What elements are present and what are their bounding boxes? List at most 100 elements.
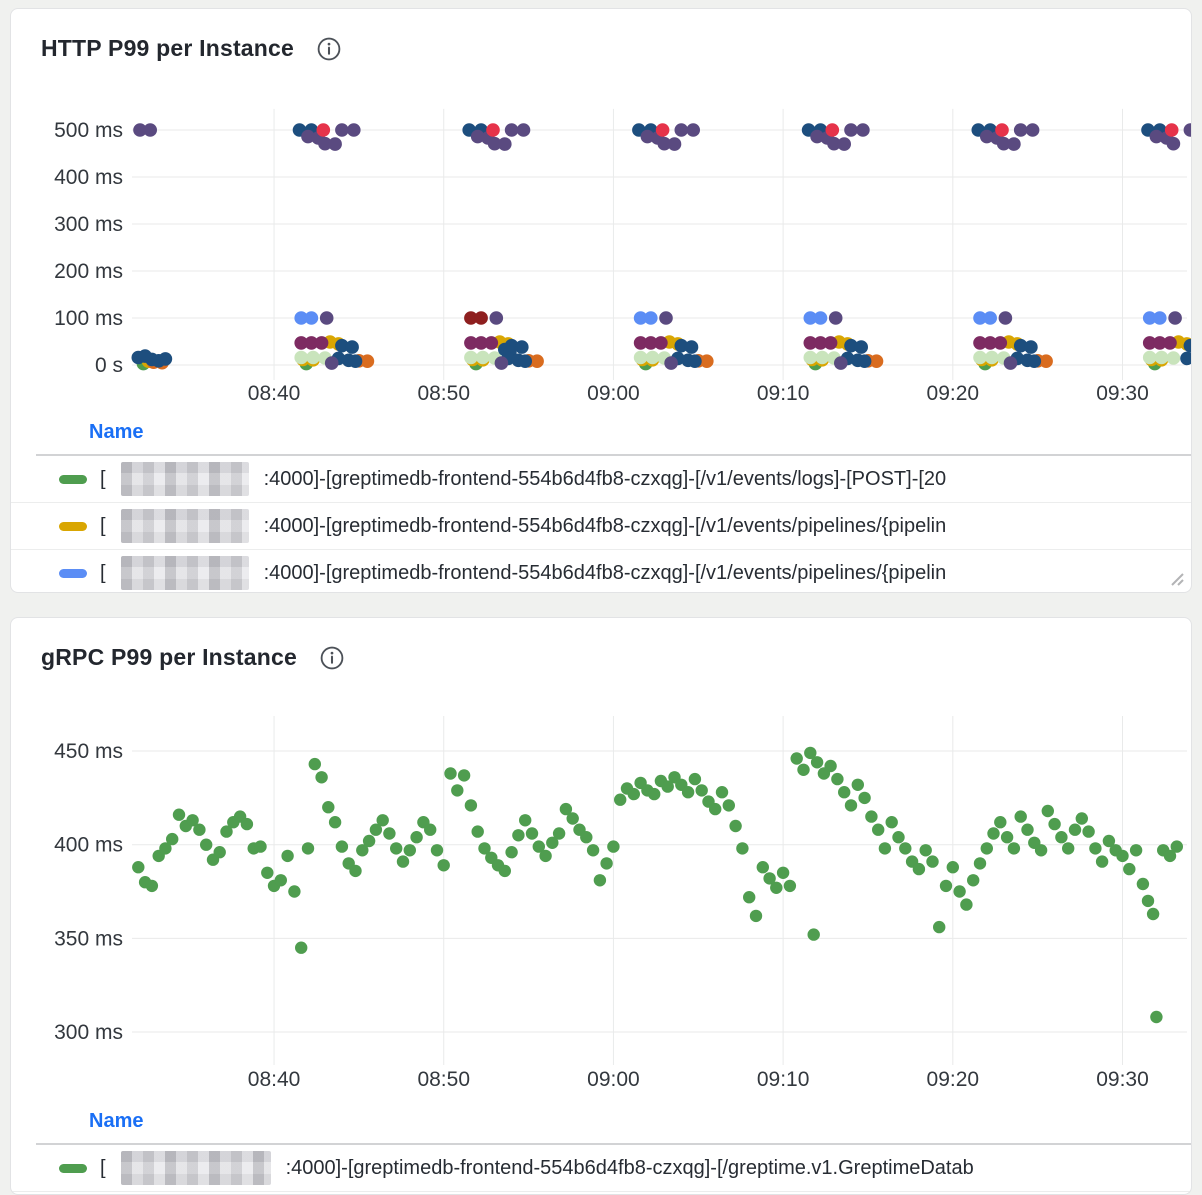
data-point[interactable] [471, 825, 484, 838]
data-point[interactable] [640, 129, 655, 144]
data-point[interactable] [1095, 855, 1109, 868]
data-point[interactable] [810, 129, 824, 144]
data-point[interactable] [756, 861, 769, 874]
data-point[interactable] [1007, 137, 1021, 151]
data-point[interactable] [813, 311, 828, 325]
data-point[interactable] [688, 354, 702, 368]
data-point[interactable] [444, 767, 457, 780]
data-point[interactable] [967, 874, 980, 887]
data-point[interactable] [878, 842, 892, 855]
data-point[interactable] [933, 920, 946, 934]
data-point[interactable] [132, 861, 145, 874]
resize-handle-icon[interactable] [1165, 567, 1185, 587]
data-point[interactable] [614, 793, 627, 806]
data-point[interactable] [1013, 123, 1028, 137]
data-point[interactable] [899, 842, 912, 855]
data-point[interactable] [1164, 123, 1179, 137]
data-point[interactable] [803, 311, 818, 325]
data-point[interactable] [281, 849, 294, 863]
data-point[interactable] [815, 350, 829, 365]
data-point[interactable] [1123, 862, 1136, 876]
data-point[interactable] [476, 350, 490, 365]
data-point[interactable] [987, 827, 1000, 840]
data-point[interactable] [546, 836, 559, 849]
data-point[interactable] [807, 928, 820, 941]
data-point[interactable] [851, 778, 864, 791]
data-point[interactable] [240, 817, 254, 831]
data-point[interactable] [349, 864, 362, 878]
data-point[interactable] [314, 336, 329, 350]
data-point[interactable] [504, 123, 519, 137]
data-point[interactable] [674, 123, 689, 137]
data-point[interactable] [993, 336, 1008, 350]
data-point[interactable] [324, 356, 339, 370]
data-point[interactable] [659, 311, 673, 325]
data-point[interactable] [980, 842, 993, 855]
data-point[interactable] [1034, 844, 1048, 857]
info-icon[interactable] [316, 36, 342, 62]
data-point[interactable] [939, 879, 953, 893]
data-point[interactable] [489, 311, 504, 325]
data-point[interactable] [1102, 834, 1116, 848]
data-point[interactable] [525, 827, 539, 840]
data-point[interactable] [644, 311, 658, 325]
data-point[interactable] [1082, 825, 1095, 838]
data-point[interactable] [973, 857, 987, 870]
data-point[interactable] [823, 336, 838, 350]
data-point[interactable] [335, 840, 349, 853]
data-point[interactable] [494, 356, 509, 370]
data-point[interactable] [600, 857, 613, 870]
data-point[interactable] [803, 336, 818, 350]
data-point[interactable] [347, 123, 361, 137]
data-point[interactable] [1025, 123, 1040, 137]
data-point[interactable] [464, 336, 478, 350]
data-point[interactable] [828, 311, 843, 325]
data-point[interactable] [172, 808, 186, 821]
data-point[interactable] [261, 866, 274, 879]
data-point[interactable] [674, 338, 689, 353]
data-point[interactable] [661, 780, 674, 793]
data-point[interactable] [294, 350, 309, 365]
data-point[interactable] [770, 881, 783, 894]
data-point[interactable] [633, 350, 648, 365]
data-point[interactable] [926, 855, 939, 868]
data-point[interactable] [1075, 812, 1089, 825]
data-point[interactable] [1142, 336, 1157, 350]
data-point[interactable] [695, 784, 708, 797]
data-point[interactable] [487, 136, 502, 151]
data-point[interactable] [1003, 356, 1018, 370]
data-point[interactable] [322, 801, 335, 814]
data-point[interactable] [295, 941, 308, 954]
data-point[interactable] [437, 859, 450, 872]
data-point[interactable] [464, 799, 478, 812]
data-point[interactable] [858, 791, 871, 805]
data-point[interactable] [865, 810, 878, 823]
data-point[interactable] [892, 831, 905, 844]
data-point[interactable] [328, 137, 342, 151]
data-point[interactable] [1166, 351, 1181, 365]
data-point[interactable] [158, 352, 173, 366]
data-point[interactable] [885, 816, 898, 829]
data-point[interactable] [654, 336, 668, 350]
data-point[interactable] [1055, 831, 1068, 844]
data-point[interactable] [983, 336, 997, 350]
data-point[interactable] [715, 786, 729, 799]
data-point[interactable] [1048, 817, 1061, 831]
data-point[interactable] [743, 891, 756, 904]
http-p99-scatter-chart[interactable]: 500 ms 400 ms 300 ms 200 ms 100 ms 0 s 08:40 08… [11, 99, 1191, 411]
data-point[interactable] [559, 802, 573, 816]
data-point[interactable] [834, 356, 848, 370]
data-point[interactable] [306, 350, 320, 365]
data-point[interactable] [133, 123, 147, 137]
data-point[interactable] [681, 786, 695, 799]
data-point[interactable] [369, 823, 383, 836]
data-point[interactable] [294, 336, 309, 350]
data-point[interactable] [1168, 311, 1182, 325]
data-point[interactable] [552, 827, 566, 840]
data-point[interactable] [912, 862, 926, 876]
data-point[interactable] [1062, 842, 1075, 855]
data-point[interactable] [470, 129, 485, 144]
data-point[interactable] [1068, 823, 1082, 836]
data-point[interactable] [1166, 136, 1181, 151]
legend-name-header[interactable]: Name [89, 1110, 144, 1132]
